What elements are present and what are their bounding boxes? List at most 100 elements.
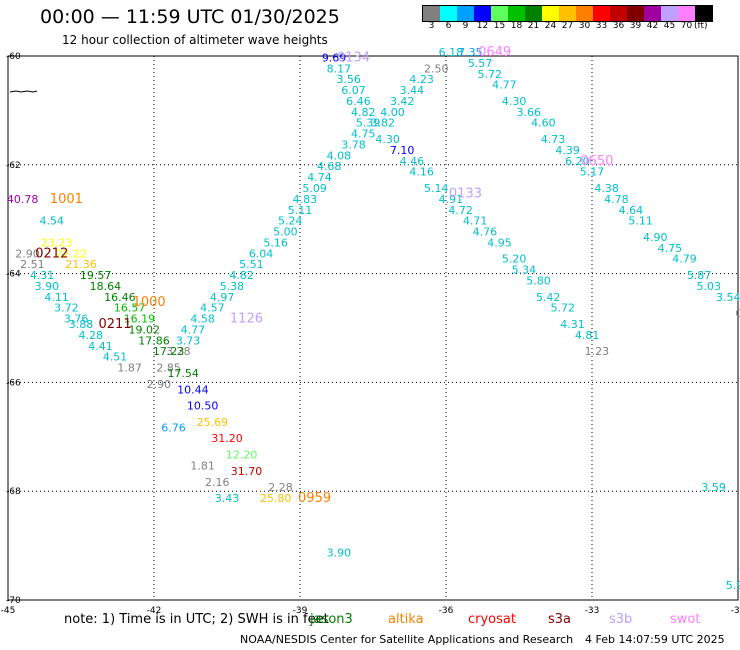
wave-height-value: 3.73	[176, 334, 201, 347]
wave-height-value: 4.75	[658, 242, 683, 255]
color-scale-cell	[525, 6, 542, 21]
wave-height-value: 4.83	[293, 193, 318, 206]
latitude-tick-label: -70	[6, 596, 21, 606]
color-scale-cell	[508, 6, 525, 21]
color-scale-label: 3	[428, 21, 435, 31]
wave-height-value: 4.71	[463, 215, 488, 228]
pass-time-label: 0134	[337, 50, 370, 65]
wave-height-value: 3.82	[370, 117, 395, 130]
color-scale-cell	[644, 6, 661, 21]
color-scale-cell	[610, 6, 627, 21]
wave-height-value: 4.57	[200, 302, 225, 315]
legend-entry: cryosat	[468, 612, 516, 627]
legend-entry: jason3	[310, 612, 353, 627]
wave-height-value: 5.93	[726, 579, 740, 592]
wave-height-value: 10.50	[187, 400, 219, 413]
wave-height-value: 4.81	[575, 329, 600, 342]
wave-height-value: 9.69	[322, 51, 347, 64]
wave-height-value: 3.90	[35, 280, 60, 293]
legend-entry: s3a	[548, 612, 572, 627]
wave-height-value: 31.20	[211, 432, 243, 445]
wave-height-value: 4.79	[672, 253, 697, 266]
wave-height-value: 17.54	[167, 367, 199, 380]
wave-height-value: 3.43	[215, 492, 240, 505]
wave-height-value: 5.42	[536, 291, 561, 304]
latitude-tick-label: -64	[6, 270, 21, 280]
wave-height-value: 40.78	[7, 193, 39, 206]
wave-height-value: 4.77	[492, 79, 517, 92]
color-scale-cell	[474, 6, 491, 21]
wave-height-value: 6.04	[249, 247, 274, 260]
wave-height-value: 5.16	[263, 236, 288, 249]
color-scale-label: 21	[527, 21, 540, 31]
wave-height-value: 4.16	[409, 166, 434, 179]
wave-height-value: 3.88	[69, 318, 94, 331]
wave-height-value: 4.74	[307, 171, 332, 184]
color-scale-label: 15	[493, 21, 506, 31]
legend-entry: swot	[670, 612, 701, 627]
wave-height-value: 4.75	[351, 128, 376, 141]
page-title: 00:00 — 11:59 UTC 01/30/2025	[40, 6, 340, 28]
color-scale-labels: 3 6 9 12 15 18 21 24 27 30 33 36 39 42 45 70 (ft)	[422, 21, 740, 33]
color-scale-cell	[695, 6, 712, 21]
wave-height-value: 0.76	[735, 307, 740, 320]
color-scale-label: 18	[510, 21, 523, 31]
color-scale-cell	[491, 6, 508, 21]
wave-height-value: 3.54	[716, 291, 740, 304]
wave-height-value: 5.09	[302, 182, 327, 195]
longitude-tick-label: -36	[439, 606, 454, 616]
wave-height-value: 3.78	[341, 138, 366, 151]
footer-note: note: 1) Time is in UTC; 2) SWH is in fe…	[64, 612, 329, 627]
wave-height-value: 16.57	[114, 302, 146, 315]
wave-height-value: 22.22	[56, 247, 88, 260]
wave-height-value: 4.73	[541, 133, 566, 146]
wave-height-value: 5.72	[551, 302, 576, 315]
color-scale-label: 33	[595, 21, 608, 31]
wave-height-value: 17.86	[138, 334, 170, 347]
color-scale-label: 30	[578, 21, 591, 31]
color-scale-label: 24	[544, 21, 557, 31]
wave-height-value: 4.30	[502, 95, 527, 108]
wave-height-value: 2.90	[15, 247, 40, 260]
color-scale-label: 39	[629, 21, 642, 31]
wave-height-value: 16.19	[124, 313, 156, 326]
pass-time-label: 1000	[133, 295, 166, 310]
wave-height-value: 5.87	[687, 269, 712, 282]
longitude-tick-label: -45	[1, 606, 16, 616]
wave-height-value: 7.10	[390, 144, 415, 157]
longitude-tick-label: -30	[731, 606, 740, 616]
wave-height-value: 5.38	[220, 280, 245, 293]
pass-time-label: 1001	[50, 192, 83, 207]
wave-height-value: 1.87	[117, 362, 142, 375]
wave-height-value: 1.23	[585, 345, 610, 358]
wave-height-value: 7.35	[458, 46, 483, 59]
wave-height-value: 3.56	[336, 73, 361, 86]
wave-height-value: 3.59	[701, 481, 726, 494]
wave-height-value: 6.20	[565, 155, 590, 168]
wave-height-value: 1.81	[190, 459, 215, 472]
wave-height-value: 16.46	[104, 291, 136, 304]
wave-height-value: 19.57	[80, 269, 112, 282]
wave-height-value: 6.7	[739, 563, 740, 576]
legend-entry: s3b	[609, 612, 633, 627]
wave-height-value: 25.69	[197, 416, 229, 429]
wave-height-value: 5.80	[526, 274, 551, 287]
wave-height-value: 4.08	[327, 149, 352, 162]
color-scale-unit: (ft)	[694, 21, 708, 31]
wave-height-value: 5.72	[478, 68, 503, 81]
wave-height-value: 4.51	[103, 351, 128, 364]
credit-line: NOAA/NESDIS Center for Satellite Applica…	[240, 633, 574, 646]
wave-height-value: 4.76	[473, 226, 498, 239]
wave-height-value: 4.60	[531, 117, 556, 130]
wave-height-value: 3.28	[166, 345, 191, 358]
wave-height-value: 4.30	[375, 133, 400, 146]
color-scale-cell	[678, 6, 695, 21]
wave-height-value: 4.41	[88, 340, 113, 353]
wave-height-value: 3.44	[400, 84, 425, 97]
pass-time-label: 0211	[99, 317, 132, 332]
wave-height-value: 4.38	[594, 182, 619, 195]
wave-height-value: 2.50	[424, 62, 449, 75]
color-scale-label: 45	[663, 21, 676, 31]
longitude-tick-label: -39	[293, 606, 308, 616]
